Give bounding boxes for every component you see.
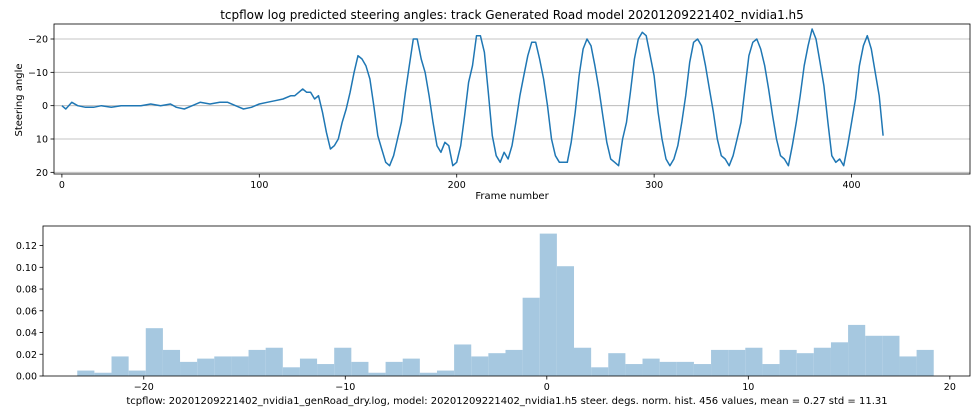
histogram-bar: [488, 353, 506, 376]
y-tick-label: 0.08: [16, 285, 37, 296]
histogram-bar: [591, 367, 609, 376]
y-tick-label: 10: [36, 135, 48, 146]
histogram-bar: [916, 349, 934, 376]
histogram-bar: [145, 328, 163, 376]
histogram-bar: [539, 233, 557, 376]
histogram-bar: [111, 356, 129, 376]
line-chart-x-ticks: 0 100 200 300 400: [59, 174, 861, 191]
histogram-bar: [848, 324, 866, 376]
histogram-bar: [282, 367, 300, 376]
x-tick-label: 200: [448, 180, 466, 191]
y-tick-label: 0.12: [16, 241, 37, 252]
line-chart-y-label: Steering angle: [14, 63, 25, 136]
y-tick-label: 0.10: [16, 263, 37, 274]
x-tick-label: 10: [742, 382, 754, 393]
histogram-bar: [745, 347, 763, 376]
histogram-bar: [471, 356, 489, 376]
line-chart-x-label: Frame number: [475, 191, 549, 202]
histogram-bar: [454, 344, 472, 376]
y-tick-label: 20: [36, 168, 48, 179]
histogram-bar: [625, 364, 643, 376]
histogram-bar: [813, 347, 831, 376]
histogram-bar: [899, 356, 917, 376]
y-tick-label: 0.04: [16, 328, 37, 339]
histogram-bar: [522, 297, 540, 376]
histogram-bar: [197, 358, 215, 376]
histogram-bar: [77, 370, 95, 376]
histogram-bar: [659, 361, 677, 376]
histogram-bar: [368, 372, 386, 376]
y-tick-label: 0: [42, 101, 48, 112]
histogram-bar: [265, 347, 283, 376]
steering-series-line: [61, 28, 884, 167]
histogram-bar: [830, 342, 849, 376]
histogram-bar: [385, 361, 403, 376]
histogram-chart: −20 −10 0 10 20 0.00 0.02 0.04 0.06 0.08 0.10 0.12…: [16, 225, 971, 407]
histogram-bar: [676, 361, 694, 376]
histogram-bar: [505, 349, 523, 376]
y-tick-label: 0.06: [16, 306, 37, 317]
histogram-bar: [231, 356, 249, 376]
histogram-bar: [419, 372, 437, 376]
histogram-bar: [779, 349, 797, 376]
x-tick-label: −10: [335, 382, 355, 393]
line-chart: tcpflow log predicted steering angles: t…: [14, 8, 971, 202]
histogram-bar: [248, 349, 266, 376]
histogram-bar: [608, 353, 626, 376]
x-tick-label: 300: [645, 180, 663, 191]
histogram-axes-frame: [42, 225, 971, 377]
histogram-bar: [693, 364, 712, 376]
histogram-bar: [128, 370, 146, 376]
y-tick-label: 0.00: [16, 372, 37, 383]
y-tick-label: −20: [28, 35, 48, 46]
histogram-bar: [574, 347, 592, 376]
histogram-bar: [402, 358, 420, 376]
x-tick-label: 20: [944, 382, 956, 393]
histogram-bar: [317, 364, 335, 376]
x-tick-label: 400: [842, 180, 860, 191]
histogram-bar: [728, 349, 746, 376]
histogram-bar: [882, 335, 900, 376]
histogram-bar: [214, 356, 232, 376]
line-chart-y-ticks: −20 −10 0 10 20: [28, 35, 54, 179]
line-chart-title: tcpflow log predicted steering angles: t…: [220, 8, 804, 22]
histogram-bar: [162, 349, 181, 376]
line-chart-axes-frame: [53, 23, 971, 175]
histogram-bar: [436, 370, 455, 376]
histogram-bar: [556, 266, 575, 376]
histogram-x-label: tcpflow: 20201209221402_nvidia1_genRoad_…: [126, 396, 887, 407]
histogram-bar: [351, 361, 369, 376]
histogram-bar: [711, 349, 729, 376]
x-tick-label: 0: [59, 180, 65, 191]
x-tick-label: −20: [134, 382, 154, 393]
histogram-bar: [334, 347, 352, 376]
y-tick-label: 0.02: [16, 350, 37, 361]
y-tick-label: −10: [28, 68, 48, 79]
x-tick-label: 0: [544, 382, 550, 393]
line-chart-gridlines: [54, 38, 970, 173]
histogram-y-ticks: 0.00 0.02 0.04 0.06 0.08 0.10 0.12: [16, 241, 43, 383]
histogram-x-ticks: −20 −10 0 10 20: [134, 376, 956, 393]
histogram-bar: [94, 372, 112, 376]
x-tick-label: 100: [250, 180, 268, 191]
histogram-bar: [865, 335, 883, 376]
histogram-bar: [796, 353, 814, 376]
histogram-bar: [642, 358, 660, 376]
histogram-bar: [299, 358, 318, 376]
histogram-bars: [77, 233, 934, 376]
histogram-bar: [180, 361, 198, 376]
histogram-bar: [762, 364, 780, 376]
